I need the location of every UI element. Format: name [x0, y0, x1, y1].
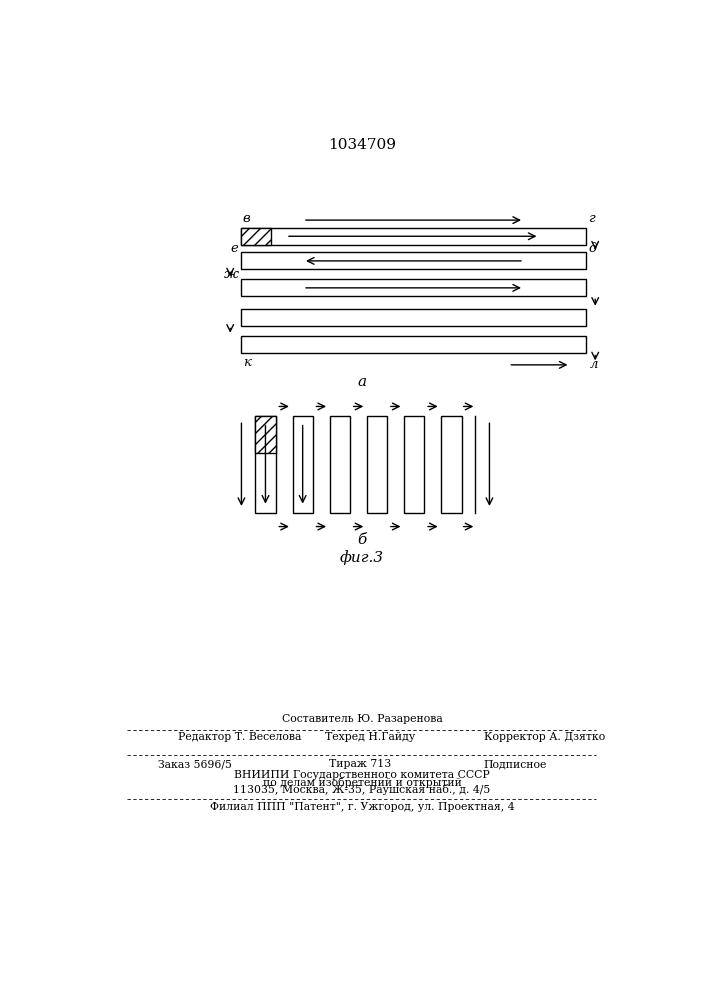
- Bar: [329, 416, 350, 513]
- Text: ВНИИПИ Государственного комитета СССР: ВНИИПИ Государственного комитета СССР: [234, 770, 490, 780]
- Text: л: л: [590, 358, 598, 371]
- Bar: [367, 416, 387, 513]
- Bar: [241, 252, 586, 269]
- Text: Техред Н.Гайду: Техред Н.Гайду: [325, 732, 415, 742]
- Bar: [404, 416, 424, 513]
- Text: г: г: [588, 212, 595, 225]
- Bar: [255, 416, 276, 453]
- Text: к: к: [243, 356, 250, 369]
- Bar: [241, 228, 586, 245]
- Text: Составитель Ю. Разаренова: Составитель Ю. Разаренова: [281, 714, 443, 724]
- Text: Подписное: Подписное: [484, 759, 547, 769]
- Bar: [241, 279, 586, 296]
- Text: Филиал ППП "Патент", г. Ужгород, ул. Проектная, 4: Филиал ППП "Патент", г. Ужгород, ул. Про…: [210, 802, 514, 812]
- Text: Тираж 713: Тираж 713: [329, 759, 391, 769]
- Text: по делам изобретений и открытий: по делам изобретений и открытий: [262, 777, 462, 788]
- Text: 113035, Москва, Ж-35, Раушская наб., д. 4/5: 113035, Москва, Ж-35, Раушская наб., д. …: [233, 784, 491, 795]
- Text: в: в: [243, 212, 250, 225]
- Text: фиг.3: фиг.3: [340, 550, 384, 565]
- Text: Заказ 5696/5: Заказ 5696/5: [158, 759, 232, 769]
- Text: ж: ж: [223, 268, 239, 281]
- Text: е: е: [231, 242, 239, 255]
- Bar: [241, 228, 271, 245]
- Text: Корректор А. Дзятко: Корректор А. Дзятко: [484, 732, 605, 742]
- Text: 1034709: 1034709: [328, 138, 396, 152]
- Bar: [441, 416, 462, 513]
- Bar: [241, 336, 586, 353]
- Text: д: д: [588, 242, 597, 255]
- Text: a: a: [357, 375, 366, 389]
- Bar: [241, 309, 586, 326]
- Bar: [293, 416, 312, 513]
- Text: Редактор Т. Веселова: Редактор Т. Веселова: [177, 732, 301, 742]
- Bar: [255, 416, 276, 513]
- Text: б: б: [357, 533, 366, 547]
